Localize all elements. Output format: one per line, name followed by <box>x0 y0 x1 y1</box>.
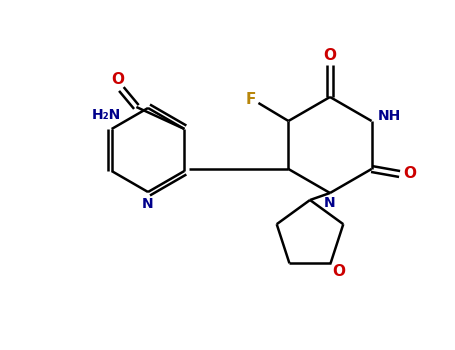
Text: N: N <box>324 196 336 210</box>
Text: O: O <box>332 264 345 279</box>
Text: F: F <box>245 91 256 106</box>
Text: O: O <box>324 48 337 63</box>
Text: O: O <box>111 71 124 86</box>
Text: NH: NH <box>378 109 401 123</box>
Text: N: N <box>142 197 154 211</box>
Text: H₂N: H₂N <box>92 108 121 122</box>
Text: O: O <box>403 167 416 182</box>
